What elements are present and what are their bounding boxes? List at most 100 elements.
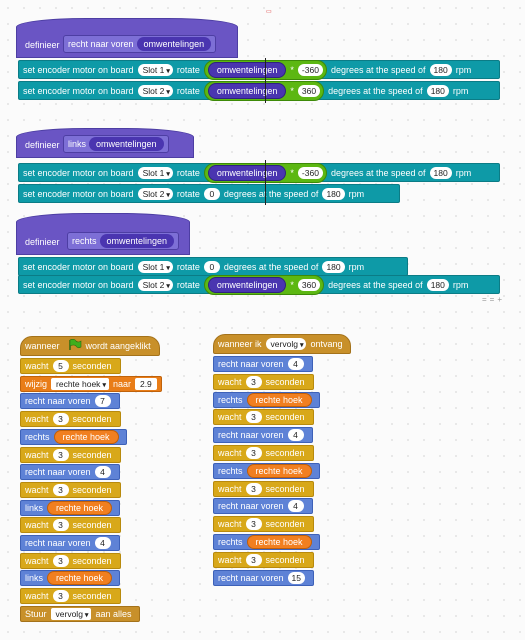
factor-input[interactable]: 360 bbox=[297, 278, 321, 291]
rechte-hoek-variable[interactable]: rechte hoek bbox=[246, 535, 312, 549]
recht-naar-voren-block[interactable]: recht naar voren 4 bbox=[213, 427, 313, 444]
number-input[interactable]: 3 bbox=[52, 554, 69, 567]
speed-input[interactable]: 180 bbox=[426, 278, 449, 291]
change-variable-block[interactable]: wijzig rechte hoek ▾ naar 2.9 bbox=[20, 375, 162, 392]
omwentelingen-variable[interactable]: omwentelingen bbox=[207, 164, 287, 181]
slot-dropdown[interactable]: Slot 1 ▾ bbox=[137, 63, 173, 76]
def1-prototype[interactable]: recht naar voren omwentelingen bbox=[63, 35, 217, 53]
def2-define-hat[interactable]: definieer links omwentelingen bbox=[16, 128, 194, 158]
number-input[interactable]: 3 bbox=[245, 375, 262, 388]
wait-block[interactable]: wacht 3 seconden bbox=[20, 446, 121, 463]
recht-naar-voren-block[interactable]: recht naar voren 4 bbox=[20, 535, 120, 551]
procedure-argument[interactable]: omwentelingen bbox=[99, 234, 175, 248]
wait-block[interactable]: wacht 3 seconden bbox=[213, 445, 314, 461]
slot-dropdown[interactable]: Slot 2 ▾ bbox=[137, 187, 173, 200]
wait-block[interactable]: wacht 3 seconden bbox=[20, 411, 121, 428]
procedure-argument[interactable]: omwentelingen bbox=[89, 137, 164, 151]
degrees-input[interactable]: 0 bbox=[203, 260, 220, 273]
rechts-turn-block[interactable]: rechts rechte hoek bbox=[213, 391, 320, 408]
zoom-plus-icon[interactable]: + bbox=[497, 295, 503, 304]
value-input[interactable]: 2.9 bbox=[134, 377, 157, 390]
speed-input[interactable]: 180 bbox=[429, 166, 452, 179]
number-input[interactable]: 3 bbox=[52, 590, 69, 603]
script1-event-hat[interactable]: wanneer wordt aangeklikt bbox=[20, 336, 160, 356]
wait-block[interactable]: wacht 3 seconden bbox=[213, 516, 314, 533]
number-input[interactable]: 3 bbox=[245, 482, 262, 495]
slot-dropdown[interactable]: Slot 2 ▾ bbox=[137, 278, 173, 291]
omwentelingen-variable[interactable]: omwentelingen bbox=[207, 82, 287, 99]
rechte-hoek-variable[interactable]: rechte hoek bbox=[246, 463, 312, 478]
zoom-reset-icon[interactable]: = bbox=[489, 295, 495, 304]
number-input[interactable]: 4 bbox=[94, 537, 111, 549]
multiply-operator[interactable]: omwentelingen * 360 bbox=[203, 80, 325, 101]
rechts-turn-block[interactable]: rechts rechte hoek bbox=[20, 428, 127, 445]
omwentelingen-variable[interactable]: omwentelingen bbox=[207, 61, 287, 78]
omwentelingen-variable[interactable]: omwentelingen bbox=[207, 276, 287, 293]
number-input[interactable]: 3 bbox=[52, 519, 69, 532]
slot-dropdown[interactable]: Slot 1 ▾ bbox=[137, 260, 173, 273]
recht-naar-voren-block[interactable]: recht naar voren 15 bbox=[213, 569, 315, 586]
zoom-minus-icon[interactable]: = bbox=[482, 295, 487, 304]
wait-block[interactable]: wacht 3 seconden bbox=[213, 373, 314, 390]
variable-dropdown[interactable]: vervolg ▾ bbox=[50, 607, 92, 620]
number-input[interactable]: 5 bbox=[52, 360, 69, 372]
number-input[interactable]: 3 bbox=[245, 447, 262, 459]
number-input[interactable]: 3 bbox=[52, 483, 69, 496]
wait-block[interactable]: wacht 3 seconden bbox=[20, 481, 121, 498]
multiply-operator[interactable]: omwentelingen * 360 bbox=[203, 274, 325, 295]
number-input[interactable]: 3 bbox=[245, 411, 262, 424]
links-turn-block[interactable]: links rechte hoek bbox=[20, 570, 121, 587]
procedure-argument[interactable]: omwentelingen bbox=[136, 37, 212, 51]
number-input[interactable]: 3 bbox=[245, 553, 262, 566]
wait-block[interactable]: wacht 3 seconden bbox=[20, 552, 121, 569]
message-dropdown[interactable]: vervolg ▾ bbox=[265, 338, 307, 350]
number-input[interactable]: 4 bbox=[287, 500, 304, 513]
speed-input[interactable]: 180 bbox=[429, 63, 452, 76]
rechte-hoek-variable[interactable]: rechte hoek bbox=[47, 500, 113, 515]
recht-naar-voren-block[interactable]: recht naar voren 4 bbox=[20, 464, 120, 481]
wait-block[interactable]: wacht 3 seconden bbox=[20, 517, 121, 534]
speed-input[interactable]: 180 bbox=[426, 84, 449, 97]
recht-naar-voren-block[interactable]: recht naar voren 4 bbox=[213, 498, 313, 515]
number-input[interactable]: 7 bbox=[94, 395, 111, 408]
wait-block[interactable]: wacht 3 seconden bbox=[20, 588, 121, 605]
rechts-turn-block[interactable]: rechts rechte hoek bbox=[213, 462, 320, 479]
factor-input[interactable]: -360 bbox=[297, 166, 323, 179]
script2-event-hat[interactable]: wanneer ik vervolg ▾ ontvang bbox=[213, 334, 352, 354]
wait-block[interactable]: wacht 3 seconden bbox=[213, 409, 314, 426]
rechts-turn-block[interactable]: rechts rechte hoek bbox=[213, 534, 320, 550]
def2-prototype[interactable]: links omwentelingen bbox=[63, 135, 169, 153]
rechte-hoek-variable[interactable]: rechte hoek bbox=[47, 571, 113, 586]
set-encoder-motor-block[interactable]: set encoder motor on board Slot 1 ▾ rotate o… bbox=[18, 59, 500, 80]
number-input[interactable]: 3 bbox=[52, 448, 69, 461]
recht-naar-voren-block[interactable]: recht naar voren 7 bbox=[20, 393, 120, 410]
factor-input[interactable]: 360 bbox=[297, 84, 321, 97]
set-encoder-motor-block[interactable]: set encoder motor on board Slot 1 ▾ rotate o… bbox=[18, 162, 500, 183]
set-encoder-motor-block[interactable]: set encoder motor on board Slot 1 ▾ rotate 0… bbox=[18, 257, 408, 276]
slot-dropdown[interactable]: Slot 1 ▾ bbox=[137, 166, 173, 179]
rechte-hoek-variable[interactable]: rechte hoek bbox=[53, 429, 119, 444]
links-turn-block[interactable]: links rechte hoek bbox=[20, 499, 121, 516]
wait-block[interactable]: wacht 3 seconden bbox=[213, 551, 314, 568]
def1-define-hat[interactable]: definieer recht naar voren omwentelingen bbox=[16, 18, 238, 58]
number-input[interactable]: 4 bbox=[287, 429, 304, 442]
def3-prototype[interactable]: rechts omwentelingen bbox=[67, 232, 180, 250]
set-encoder-motor-block[interactable]: set encoder motor on board Slot 2 ▾ rotate o… bbox=[18, 80, 500, 101]
def3-define-hat[interactable]: definieer rechts omwentelingen bbox=[16, 213, 190, 255]
number-input[interactable]: 3 bbox=[245, 518, 262, 531]
number-input[interactable]: 4 bbox=[94, 466, 111, 479]
degrees-input[interactable]: 0 bbox=[203, 187, 220, 200]
slot-dropdown[interactable]: Slot 2 ▾ bbox=[137, 84, 173, 97]
factor-input[interactable]: -360 bbox=[297, 63, 323, 76]
wait-block[interactable]: wacht 5 seconden bbox=[20, 358, 121, 374]
broadcast-block[interactable]: Stuur vervolg ▾ aan alles bbox=[20, 605, 141, 622]
recht-naar-voren-block[interactable]: recht naar voren 4 bbox=[213, 356, 313, 372]
rechte-hoek-variable[interactable]: rechte hoek bbox=[246, 392, 312, 407]
number-input[interactable]: 15 bbox=[287, 571, 306, 584]
variable-dropdown[interactable]: rechte hoek ▾ bbox=[51, 377, 109, 390]
speed-input[interactable]: 180 bbox=[322, 187, 345, 200]
wait-block[interactable]: wacht 3 seconden bbox=[213, 480, 314, 497]
number-input[interactable]: 4 bbox=[287, 358, 304, 370]
set-encoder-motor-block[interactable]: set encoder motor on board Slot 2 ▾ rotate 0… bbox=[18, 184, 400, 203]
speed-input[interactable]: 180 bbox=[322, 260, 345, 273]
